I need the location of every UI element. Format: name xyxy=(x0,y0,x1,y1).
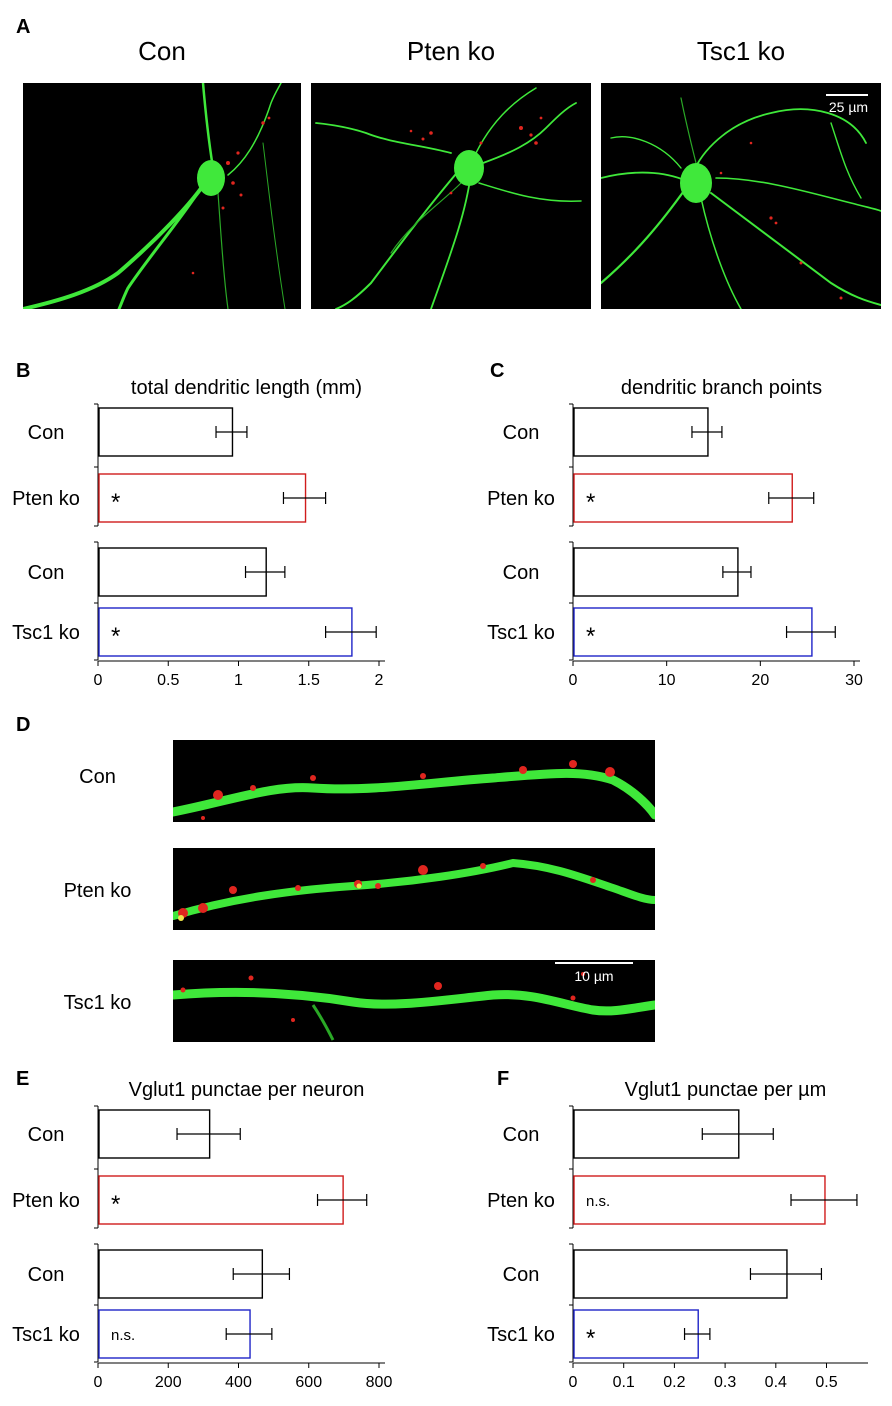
x-tick-label-b: 0.5 xyxy=(157,672,179,689)
bar-label-c: Con xyxy=(503,562,540,584)
x-tick-label-f: 0.4 xyxy=(765,1374,787,1391)
x-tick-label-e: 0 xyxy=(94,1374,103,1391)
micrograph-con xyxy=(23,83,301,309)
panel-letter-a: A xyxy=(16,16,31,38)
chart-title-c: dendritic branch points xyxy=(621,377,822,399)
significance-mark-e: * xyxy=(111,1191,120,1218)
chart-b: total dendritic length (mm) 0 0.5 1 1.5 2 Con P… xyxy=(12,377,385,689)
dendrite-image-tsc1: 10 µm xyxy=(173,960,655,1042)
significance-mark-e: n.s. xyxy=(111,1327,135,1344)
x-tick-label-b: 1 xyxy=(234,672,243,689)
image-title-con: Con xyxy=(138,36,186,66)
x-tick-label-f: 0 xyxy=(569,1374,578,1391)
bar-label-f: Con xyxy=(503,1264,540,1286)
x-tick-label-f: 0.5 xyxy=(815,1374,837,1391)
bar-label-c: Tsc1 ko xyxy=(487,622,555,644)
x-tick-label-e: 800 xyxy=(366,1374,393,1391)
bar-label-b: Tsc1 ko xyxy=(12,622,80,644)
bar-label-f: Con xyxy=(503,1124,540,1146)
significance-mark-f: n.s. xyxy=(586,1193,610,1210)
panel-letter-d: D xyxy=(16,714,31,736)
bar-b xyxy=(98,547,267,597)
x-tick-label-f: 0.1 xyxy=(613,1374,635,1391)
x-tick-label-b: 1.5 xyxy=(298,672,320,689)
bar-label-e: Pten ko xyxy=(12,1190,80,1212)
bar-label-f: Pten ko xyxy=(487,1190,555,1212)
image-title-tsc1: Tsc1 ko xyxy=(696,36,786,66)
row-label-tsc1: Tsc1 ko xyxy=(63,992,132,1014)
micrograph-tsc1: 25 µm xyxy=(601,83,881,309)
bar-label-e: Tsc1 ko xyxy=(12,1324,80,1346)
bar-b xyxy=(98,473,307,523)
x-tick-label-e: 400 xyxy=(225,1374,252,1391)
x-tick-label-c: 10 xyxy=(658,672,676,689)
bar-label-b: Pten ko xyxy=(12,488,80,510)
x-tick-label-c: 20 xyxy=(751,672,769,689)
x-tick-label-c: 0 xyxy=(569,672,578,689)
chart-e: Vglut1 punctae per neuron 0 200 400 600 800 Co… xyxy=(12,1079,393,1391)
bar-c xyxy=(573,547,739,597)
scale-label-d: 10 µm xyxy=(574,968,614,984)
dendrite-image-pten xyxy=(173,848,655,930)
bar-label-f: Tsc1 ko xyxy=(487,1324,555,1346)
bar-b xyxy=(98,407,234,457)
bar-label-e: Con xyxy=(28,1264,65,1286)
significance-mark-b: * xyxy=(111,623,120,650)
bar-label-b: Con xyxy=(28,422,65,444)
scale-label-a: 25 µm xyxy=(828,99,869,115)
x-tick-label-b: 0 xyxy=(94,672,103,689)
bar-c xyxy=(573,473,793,523)
x-tick-label-e: 200 xyxy=(155,1374,182,1391)
panel-letter-c: C xyxy=(490,360,505,382)
dendrite-image-con xyxy=(173,740,655,822)
x-tick-label-f: 0.3 xyxy=(714,1374,736,1391)
panel-letter-b: B xyxy=(16,360,31,382)
x-tick-label-b: 2 xyxy=(375,672,384,689)
bar-c xyxy=(573,607,813,657)
bar-label-e: Con xyxy=(28,1124,65,1146)
bar-b xyxy=(98,607,353,657)
panel-letter-e: E xyxy=(16,1068,30,1090)
micrograph-pten xyxy=(311,83,591,309)
chart-f: Vglut1 punctae per µm 0 0.1 0.2 0.3 0.4 0.5 Con… xyxy=(487,1079,868,1391)
bar-label-c: Pten ko xyxy=(487,488,555,510)
row-label-con: Con xyxy=(79,766,116,788)
x-tick-label-c: 30 xyxy=(845,672,863,689)
row-label-pten: Pten ko xyxy=(63,880,132,902)
bar-label-c: Con xyxy=(503,422,540,444)
bar-label-b: Con xyxy=(28,562,65,584)
chart-c: dendritic branch points 0 10 20 30 Con Pten ko… xyxy=(487,377,863,689)
bar-f xyxy=(573,1175,826,1225)
x-tick-label-e: 600 xyxy=(295,1374,322,1391)
bar-e xyxy=(98,1175,344,1225)
chart-title-b: total dendritic length (mm) xyxy=(131,377,362,399)
significance-mark-f: * xyxy=(586,1325,595,1352)
chart-title-e: Vglut1 punctae per neuron xyxy=(129,1079,365,1101)
x-tick-label-f: 0.2 xyxy=(663,1374,685,1391)
image-title-pten: Pten ko xyxy=(406,36,496,66)
significance-mark-c: * xyxy=(586,623,595,650)
significance-mark-b: * xyxy=(111,489,120,516)
chart-title-f: Vglut1 punctae per µm xyxy=(625,1079,827,1101)
panel-letter-f: F xyxy=(497,1068,510,1090)
bar-c xyxy=(573,407,709,457)
significance-mark-c: * xyxy=(586,489,595,516)
